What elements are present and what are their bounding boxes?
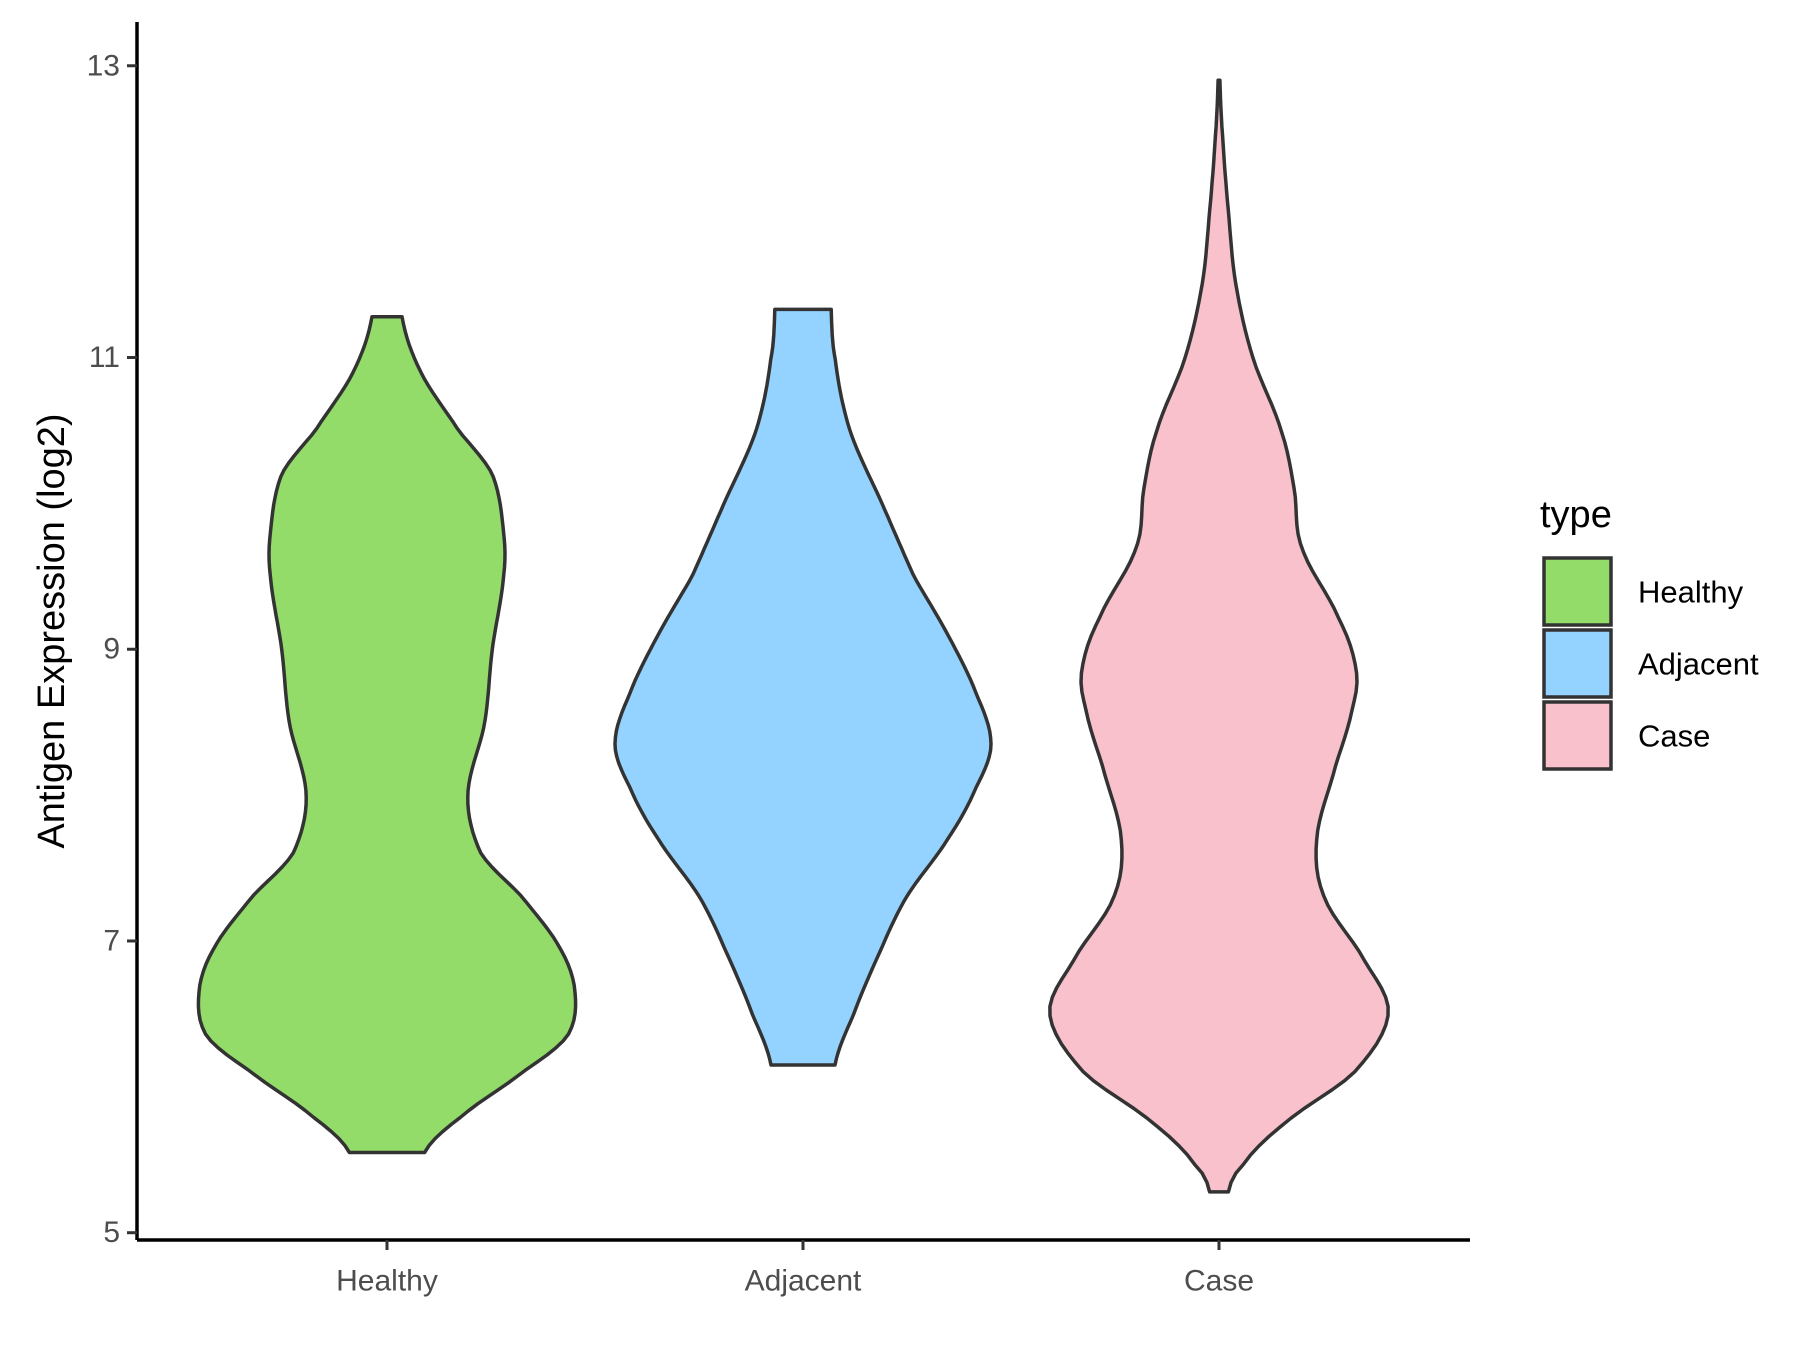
- legend-label-healthy: Healthy: [1638, 575, 1744, 610]
- x-tick-label: Adjacent: [745, 1265, 862, 1298]
- legend-key-healthy: [1542, 556, 1613, 627]
- y-axis-ticks: 5 7 9 11 13: [87, 49, 137, 1249]
- legend-key-adjacent: [1542, 628, 1613, 699]
- y-axis-title: Antigen Expression (log2): [31, 413, 73, 848]
- violin-case: [1048, 78, 1390, 1194]
- y-tick-label: 11: [89, 341, 120, 374]
- violin-layer: [196, 78, 1390, 1194]
- y-tick-label: 5: [103, 1216, 120, 1249]
- legend-title: type: [1540, 494, 1612, 536]
- y-tick-label: 13: [87, 49, 120, 82]
- legend-label-case: Case: [1638, 719, 1710, 754]
- x-tick-label: Case: [1184, 1265, 1254, 1298]
- y-tick-label: 9: [103, 633, 120, 666]
- x-tick-label: Healthy: [336, 1265, 438, 1298]
- y-tick-label: 7: [103, 924, 120, 957]
- legend-label-adjacent: Adjacent: [1638, 647, 1759, 682]
- violin-healthy: [196, 314, 578, 1155]
- legend: type Healthy Adjacent Case: [1540, 494, 1759, 771]
- x-axis-ticks: Healthy Adjacent Case: [336, 1240, 1254, 1298]
- legend-key-case: [1542, 700, 1613, 771]
- violin-adjacent: [613, 307, 993, 1067]
